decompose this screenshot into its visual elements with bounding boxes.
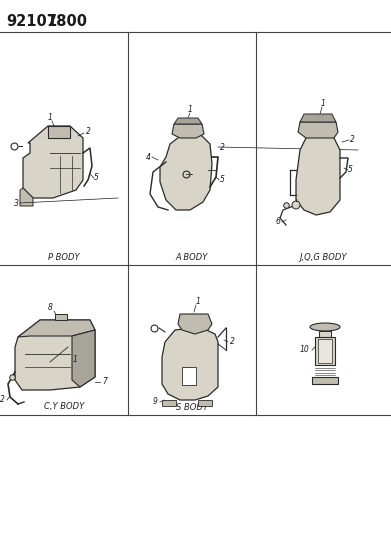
Text: 2: 2 bbox=[230, 337, 235, 346]
Bar bbox=[315, 337, 335, 365]
Text: 1: 1 bbox=[321, 100, 325, 109]
Polygon shape bbox=[178, 314, 212, 334]
Bar bbox=[182, 367, 196, 385]
Text: 5: 5 bbox=[93, 174, 99, 182]
Bar bbox=[198, 400, 212, 406]
Text: 5: 5 bbox=[348, 166, 352, 174]
Text: C,Y BODY: C,Y BODY bbox=[44, 402, 84, 411]
Text: A BODY: A BODY bbox=[176, 253, 208, 262]
Polygon shape bbox=[23, 126, 83, 198]
Text: 2: 2 bbox=[0, 395, 4, 405]
Text: 10: 10 bbox=[300, 345, 310, 354]
Bar bbox=[162, 400, 176, 406]
Polygon shape bbox=[298, 122, 338, 138]
Text: S BODY: S BODY bbox=[176, 402, 208, 411]
Polygon shape bbox=[172, 124, 204, 138]
Text: 1: 1 bbox=[73, 356, 77, 365]
Text: 7: 7 bbox=[102, 377, 108, 386]
Text: 92107: 92107 bbox=[6, 14, 57, 29]
Polygon shape bbox=[300, 114, 336, 122]
Text: 2: 2 bbox=[86, 127, 90, 136]
Polygon shape bbox=[160, 134, 212, 210]
Bar bbox=[312, 377, 338, 384]
Text: 1: 1 bbox=[196, 297, 201, 306]
Bar bbox=[318, 339, 332, 363]
Polygon shape bbox=[20, 188, 33, 206]
Text: P BODY: P BODY bbox=[48, 253, 80, 262]
Text: 1800: 1800 bbox=[46, 14, 87, 29]
Text: 5: 5 bbox=[220, 175, 224, 184]
Text: 1: 1 bbox=[48, 114, 52, 123]
Text: 1: 1 bbox=[188, 106, 192, 115]
Ellipse shape bbox=[310, 323, 340, 331]
Polygon shape bbox=[18, 320, 95, 337]
Circle shape bbox=[292, 201, 300, 209]
Text: 2: 2 bbox=[350, 135, 354, 144]
Text: J,Q,G BODY: J,Q,G BODY bbox=[299, 253, 347, 262]
Polygon shape bbox=[174, 118, 202, 124]
Polygon shape bbox=[48, 126, 70, 138]
Text: 2: 2 bbox=[220, 142, 224, 151]
Text: 6: 6 bbox=[276, 217, 280, 227]
Bar bbox=[319, 331, 331, 337]
Bar bbox=[55, 314, 67, 320]
Polygon shape bbox=[15, 320, 95, 390]
Polygon shape bbox=[296, 132, 340, 215]
Text: 3: 3 bbox=[14, 198, 18, 207]
Polygon shape bbox=[72, 330, 95, 387]
Text: 4: 4 bbox=[145, 152, 151, 161]
Text: 9: 9 bbox=[152, 398, 158, 407]
Polygon shape bbox=[162, 327, 218, 400]
Text: 8: 8 bbox=[48, 303, 52, 312]
